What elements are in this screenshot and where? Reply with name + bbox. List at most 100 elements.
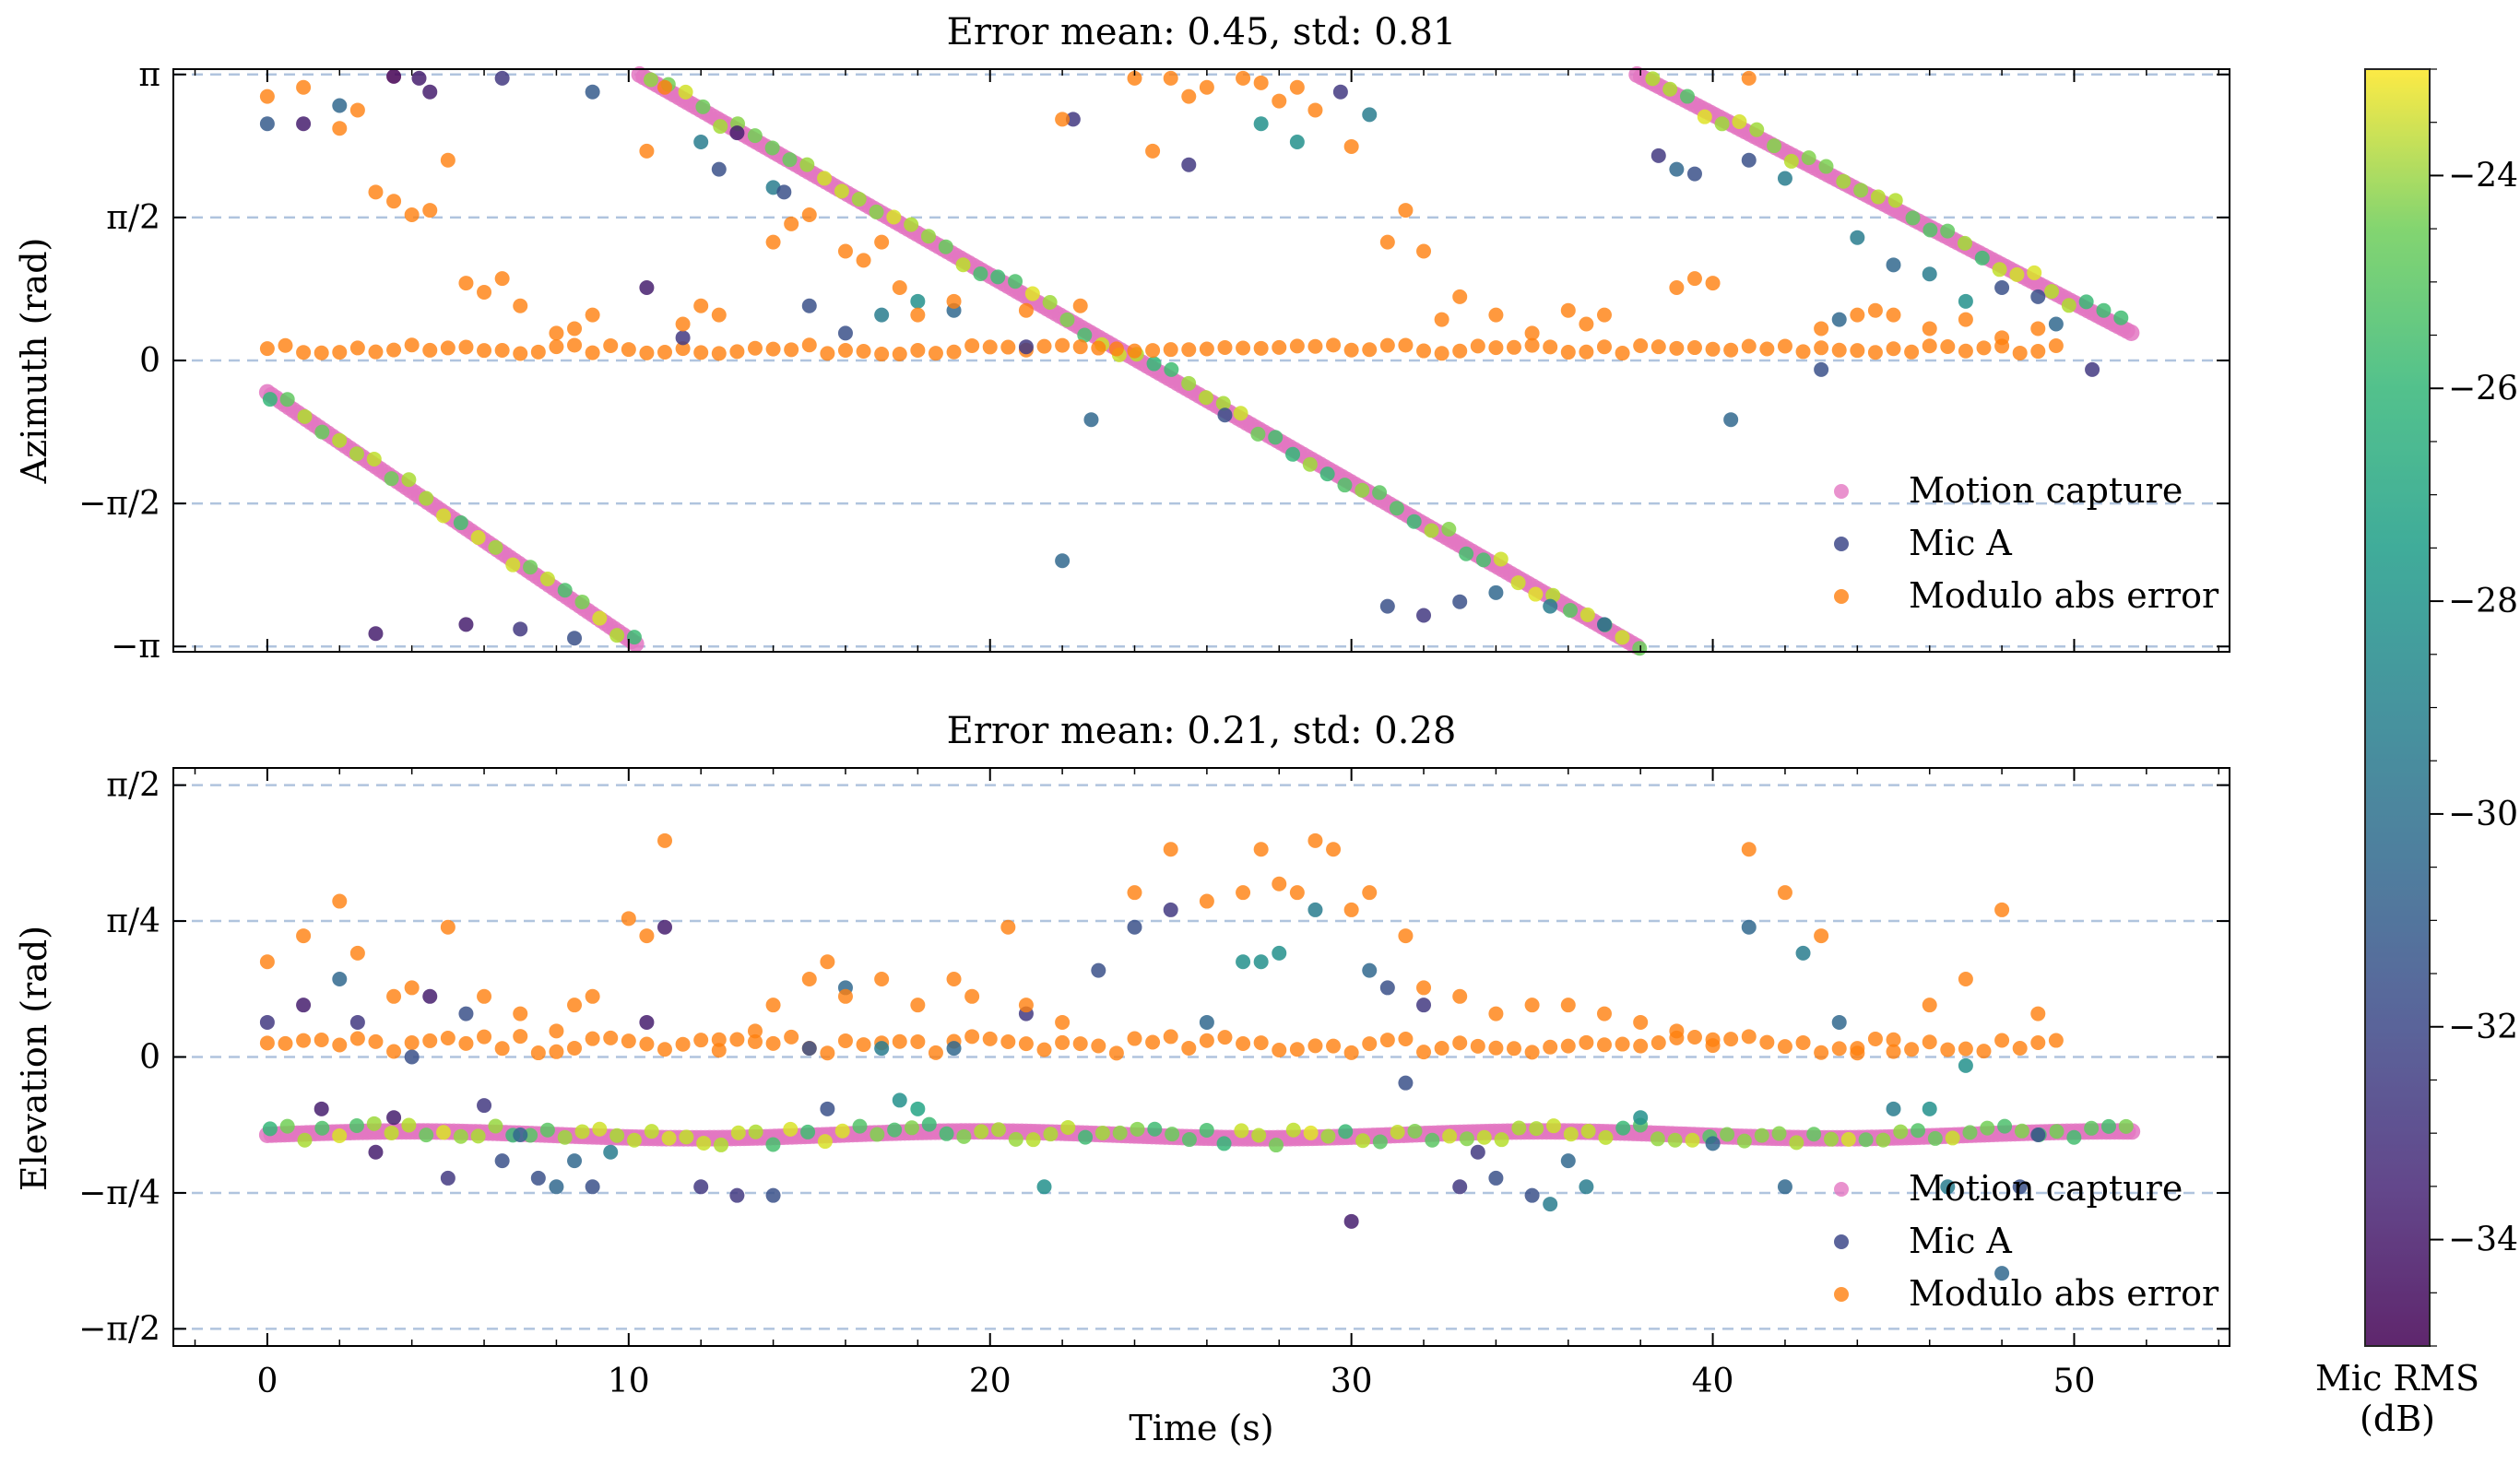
error-point — [1650, 1035, 1666, 1051]
mic-a-point — [488, 1118, 503, 1134]
error-point — [1831, 1041, 1847, 1057]
error-point — [1379, 1033, 1395, 1048]
error-point — [856, 343, 871, 359]
error-point — [1759, 341, 1775, 357]
mic-a-point — [1958, 293, 1973, 309]
mic-a-point — [1662, 81, 1678, 97]
mic-a-point — [349, 446, 364, 462]
error-point — [1236, 340, 1251, 356]
error-point — [1705, 276, 1721, 291]
mic-a-point — [592, 1121, 608, 1137]
error-point — [603, 337, 619, 353]
error-point — [494, 1041, 510, 1057]
mic-a-point — [1962, 1125, 1978, 1140]
error-point — [892, 1033, 907, 1049]
mic-a-point — [974, 1124, 989, 1139]
mic-a-point — [453, 515, 468, 531]
mic-a-point — [386, 68, 402, 84]
mic-a-point — [2030, 1127, 2046, 1142]
mic-a-point — [401, 1117, 417, 1133]
error-point — [1236, 1036, 1251, 1052]
mic-a-point — [991, 1122, 1006, 1138]
mic-a-point — [477, 1098, 492, 1114]
mic-a-point — [470, 530, 486, 546]
mic-a-point — [2096, 302, 2112, 318]
mic-a-point — [696, 1135, 712, 1151]
error-point — [1686, 340, 1702, 356]
x-tick-label: 10 — [608, 1363, 650, 1400]
error-point — [1362, 885, 1378, 901]
mic-a-point — [1945, 1130, 1960, 1146]
error-point — [621, 1033, 636, 1049]
mic-a-point — [1181, 1132, 1197, 1148]
mic-a-point — [349, 1118, 364, 1134]
error-point — [1579, 344, 1594, 360]
elevation-panel: Error mean: 0.21, std: 0.28 −π/2 −π/4 0 π/4… — [14, 710, 2230, 1448]
error-point — [964, 988, 980, 1004]
error-point — [982, 1031, 998, 1046]
mic-a-point — [747, 128, 763, 144]
mic-a-point — [1424, 523, 1439, 538]
error-point — [1994, 902, 2010, 917]
mic-a-point — [262, 392, 278, 407]
error-point — [693, 298, 709, 313]
mic-a-point — [557, 583, 573, 598]
mic-a-point — [1580, 1124, 1596, 1139]
error-point — [1543, 1039, 1558, 1055]
error-point — [928, 346, 943, 361]
mic-a-point — [1488, 584, 1504, 600]
mic-a-point — [657, 919, 673, 935]
error-point — [567, 337, 583, 353]
error-point — [259, 89, 275, 104]
mic-a-point — [2066, 1129, 2082, 1145]
error-point — [910, 998, 926, 1013]
mic-a-point — [1233, 406, 1248, 421]
mic-a-point — [1065, 112, 1081, 127]
error-point — [1814, 321, 1829, 336]
azimuth-title: Error mean: 0.45, std: 0.81 — [947, 11, 1457, 53]
error-point — [314, 345, 329, 360]
mic-a-point — [1236, 954, 1251, 970]
colorbar-tick-label: −30 — [2448, 796, 2518, 833]
x-tick-label: 0 — [256, 1363, 278, 1400]
error-point — [1524, 325, 1540, 341]
error-point — [1686, 271, 1702, 287]
error-point — [404, 337, 420, 353]
error-point — [1272, 339, 1287, 355]
mic-a-point — [1476, 1129, 1492, 1145]
mic-a-point — [1887, 193, 1903, 208]
y-tick-label: −π — [111, 628, 160, 666]
mic-a-point — [1922, 266, 1937, 282]
mic-a-point — [1199, 1122, 1214, 1138]
mic-a-point — [1343, 1213, 1359, 1229]
error-point — [494, 342, 510, 358]
error-point — [1470, 338, 1485, 354]
error-point — [1741, 338, 1757, 354]
error-point — [1091, 1038, 1106, 1054]
error-point — [856, 1037, 871, 1053]
mic-a-point — [1036, 1179, 1052, 1195]
mic-a-point — [1459, 546, 1474, 561]
mic-a-point — [904, 1120, 919, 1136]
mic-a-point — [799, 157, 815, 172]
error-point — [693, 1033, 709, 1048]
mic-a-point — [259, 1014, 275, 1030]
error-point — [1543, 339, 1558, 355]
error-point — [1488, 340, 1504, 356]
error-point — [368, 184, 384, 200]
mic-a-point — [592, 610, 608, 626]
error-point — [1723, 1032, 1739, 1047]
error-point — [332, 1037, 348, 1053]
mic-a-point — [920, 229, 936, 244]
error-point — [1236, 885, 1251, 901]
mic-a-point — [800, 1124, 816, 1139]
error-point — [820, 1045, 835, 1061]
error-point — [1307, 102, 1323, 118]
mic-a-point — [939, 1126, 954, 1141]
mic-a-point — [494, 70, 510, 86]
colorbar-tick-label: −24 — [2448, 157, 2518, 195]
error-point — [1579, 316, 1594, 332]
mic-a-point — [1425, 1132, 1440, 1148]
error-point — [747, 1033, 763, 1049]
mic-a-point — [675, 330, 691, 346]
